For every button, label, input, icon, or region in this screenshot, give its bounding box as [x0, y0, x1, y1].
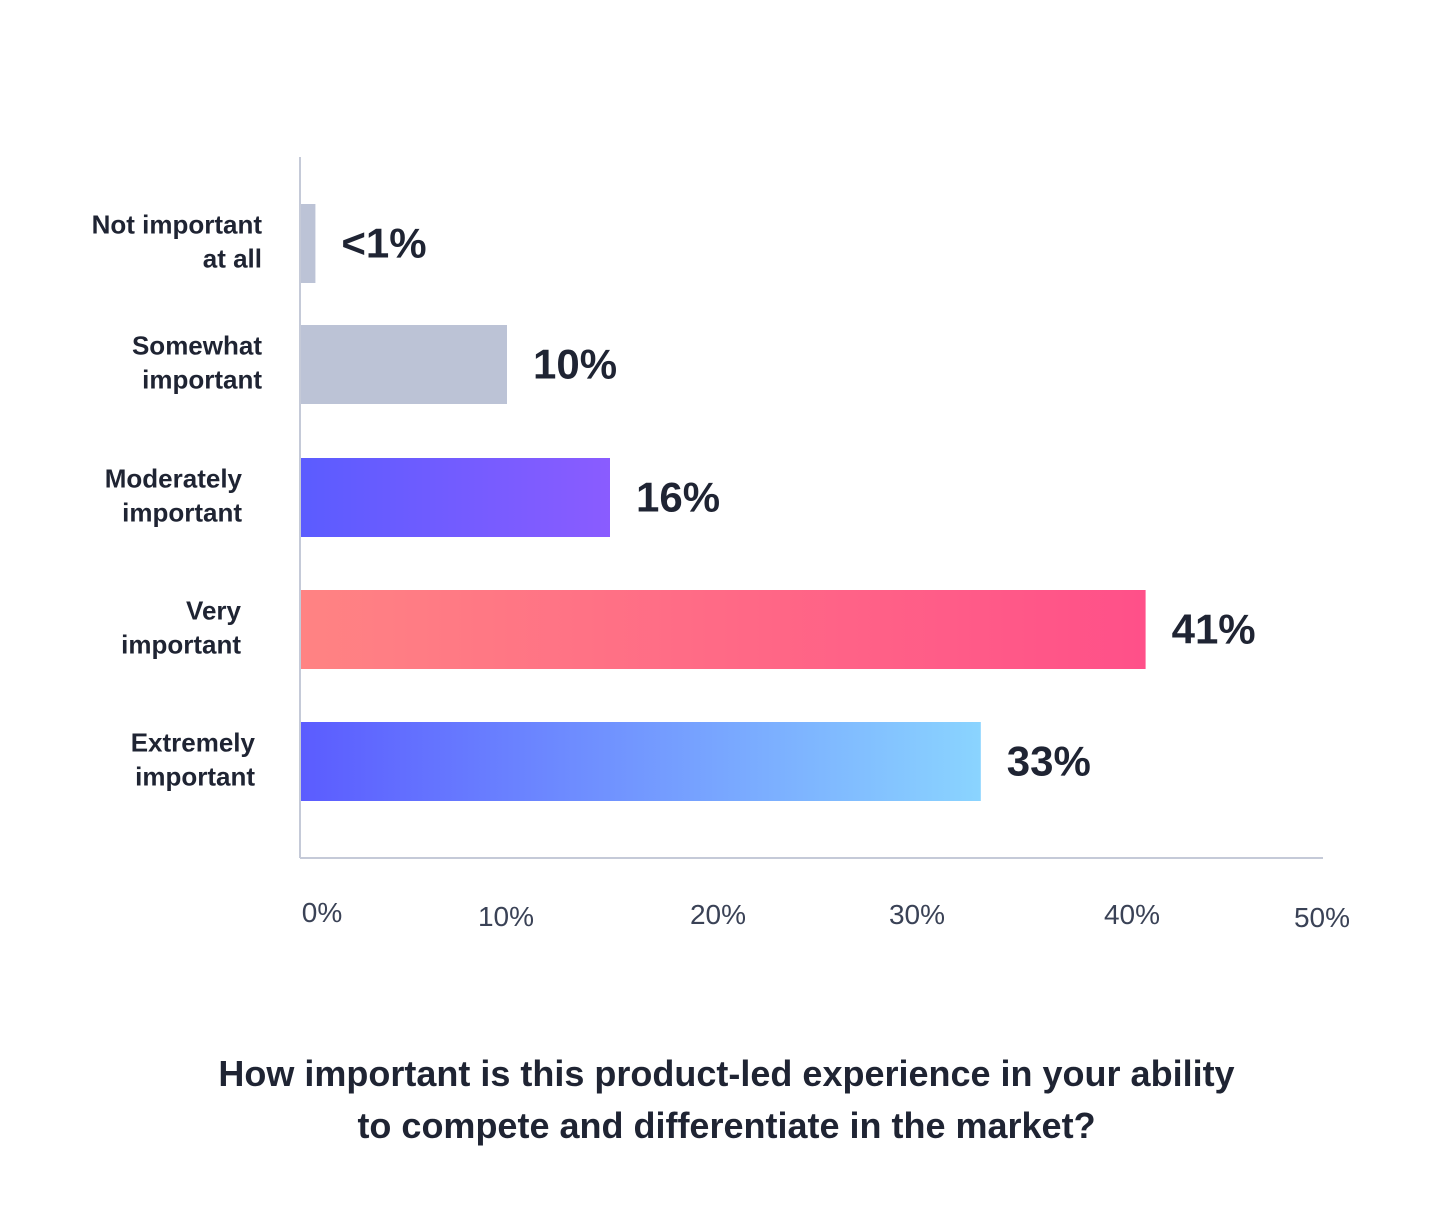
value-labels-group: <1% 10% 16% 41% 33% [341, 220, 1255, 785]
chart-title: How important is this product-led experi… [0, 1048, 1453, 1152]
bar-chart: Not important at all Somewhat important Mode… [92, 157, 1350, 933]
bars-group [301, 204, 1146, 801]
category-label-4-line-1: Extremely [131, 728, 256, 758]
category-label-1-line-1: Somewhat [132, 331, 262, 361]
x-tick-labels-group: 0% 10% 20% 30% 40% 50% [302, 897, 1350, 933]
value-label-4: 33% [1007, 738, 1091, 785]
bar-3 [301, 590, 1146, 669]
chart-title-line-2: to compete and differentiate in the mark… [357, 1105, 1096, 1146]
x-tick-label-3: 30% [889, 899, 945, 930]
bar-2 [301, 458, 610, 537]
bar-1 [301, 325, 507, 404]
x-tick-label-1: 10% [478, 901, 534, 932]
category-label-4-line-2: important [135, 762, 255, 792]
category-label-3-line-2: important [121, 630, 241, 660]
value-label-0: <1% [341, 220, 426, 267]
x-tick-label-0: 0% [302, 897, 342, 928]
bar-4 [301, 722, 981, 801]
x-tick-label-5: 50% [1294, 902, 1350, 933]
bar-0 [301, 204, 316, 283]
value-label-3: 41% [1172, 606, 1256, 653]
category-label-0-line-1: Not important [92, 210, 263, 240]
category-label-2-line-1: Moderately [105, 464, 243, 494]
category-label-3-line-1: Very [186, 596, 241, 626]
category-label-1-line-2: important [142, 365, 262, 395]
category-label-0-line-2: at all [203, 244, 262, 274]
value-label-2: 16% [636, 474, 720, 521]
category-labels-group: Not important at all Somewhat important Mode… [92, 210, 263, 792]
value-label-1: 10% [533, 341, 617, 388]
x-tick-label-4: 40% [1104, 899, 1160, 930]
category-label-2-line-2: important [122, 498, 242, 528]
chart-title-line-1: How important is this product-led experi… [218, 1053, 1235, 1094]
x-tick-label-2: 20% [690, 899, 746, 930]
